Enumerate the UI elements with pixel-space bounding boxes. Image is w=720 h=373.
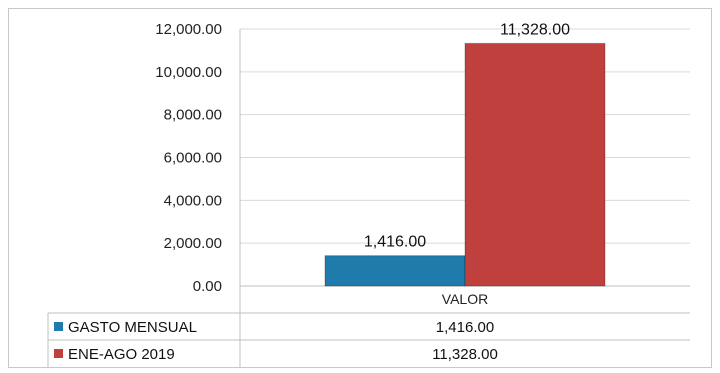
- y-tick-label: 10,000.00: [155, 64, 222, 81]
- legend-label: GASTO MENSUAL: [68, 319, 197, 336]
- legend-key: [54, 322, 63, 331]
- table-value: 11,328.00: [432, 346, 498, 363]
- x-tick-label: VALOR: [442, 291, 488, 307]
- legend-key: [54, 349, 63, 358]
- y-tick-label: 8,000.00: [164, 107, 222, 124]
- y-tick-label: 2,000.00: [164, 235, 222, 252]
- y-tick-label: 12,000.00: [155, 21, 222, 38]
- data-label: 11,328.00: [500, 21, 570, 38]
- legend-label: ENE-AGO 2019: [68, 346, 175, 363]
- y-tick-label: 0.00: [193, 278, 222, 295]
- table-value: 1,416.00: [436, 319, 494, 336]
- y-tick-label: 4,000.00: [164, 192, 222, 209]
- data-label: 1,416.00: [364, 234, 426, 251]
- bar-ene-ago-2019: [464, 42, 606, 287]
- bar-gasto-mensual: [324, 255, 466, 287]
- y-tick-label: 6,000.00: [164, 150, 222, 167]
